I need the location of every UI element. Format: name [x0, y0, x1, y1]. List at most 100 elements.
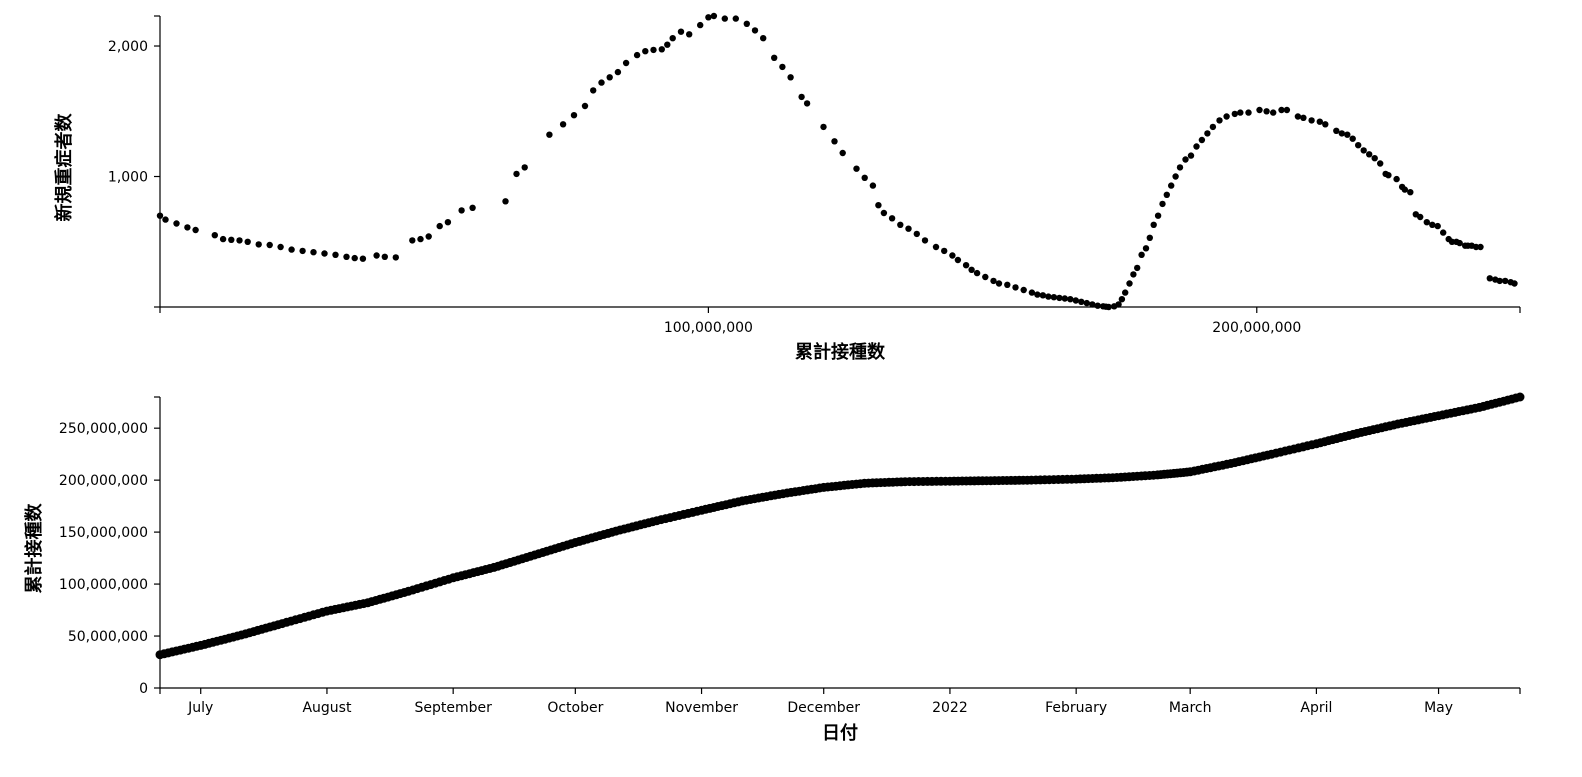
- data-point: [184, 224, 191, 231]
- data-point: [751, 27, 759, 34]
- data-point: [502, 198, 509, 205]
- data-point: [1515, 392, 1525, 402]
- data-point: [888, 215, 896, 222]
- x-tick-label: November: [665, 700, 738, 716]
- y-axis: 1,000 2,000: [108, 15, 161, 308]
- data-point: [771, 54, 778, 61]
- data-point: [469, 204, 476, 211]
- data-point: [1122, 289, 1129, 296]
- data-point: [521, 164, 528, 171]
- x-tick-label: October: [547, 700, 603, 716]
- data-point: [1322, 121, 1329, 128]
- data-point: [1150, 221, 1157, 228]
- data-point: [1294, 113, 1302, 120]
- data-point: [244, 238, 251, 245]
- data-point: [1118, 296, 1126, 303]
- data-point: [1012, 284, 1019, 291]
- data-point: [228, 236, 235, 243]
- y-axis-title: 新規重症者数: [53, 113, 75, 222]
- data-point: [973, 269, 981, 277]
- data-point: [1198, 136, 1206, 144]
- data-point: [1393, 175, 1400, 183]
- data-point: [1355, 142, 1362, 149]
- data-point: [1034, 291, 1041, 298]
- data-point: [559, 121, 567, 128]
- data-point: [869, 182, 877, 189]
- data-point: [697, 21, 704, 29]
- data-point: [880, 209, 888, 217]
- data-point: [1256, 106, 1263, 114]
- data-point: [642, 48, 649, 55]
- data-point: [1056, 294, 1063, 302]
- data-point: [606, 74, 613, 81]
- data-point: [513, 170, 520, 178]
- data-point: [1172, 173, 1179, 180]
- data-point: [1477, 243, 1484, 251]
- data-point: [831, 138, 838, 145]
- y-tick-label: 150,000,000: [59, 525, 148, 541]
- data-point: [710, 12, 718, 20]
- data-point: [590, 87, 597, 94]
- data-point: [1486, 275, 1494, 282]
- x-tick-label: 200,000,000: [1212, 320, 1301, 336]
- data-point: [658, 46, 665, 53]
- data-point: [1472, 243, 1480, 251]
- data-point: [1360, 147, 1367, 154]
- data-point: [650, 46, 657, 54]
- data-point: [1316, 118, 1324, 125]
- data-point: [173, 220, 180, 227]
- y-axis-title: 累計接種数: [23, 503, 45, 594]
- data-point: [897, 221, 904, 228]
- data-point: [949, 252, 956, 259]
- data-point: [1089, 301, 1096, 308]
- data-point: [1377, 160, 1384, 167]
- data-point: [417, 235, 424, 243]
- data-point: [1067, 296, 1074, 303]
- y-tick-label: 2,000: [108, 39, 148, 55]
- data-point: [598, 79, 605, 86]
- data-point: [1448, 238, 1456, 245]
- data-point: [1209, 123, 1217, 131]
- data-point: [1423, 219, 1431, 226]
- data-point: [760, 35, 767, 42]
- data-point: [633, 51, 641, 59]
- data-point: [359, 255, 367, 262]
- data-point: [1338, 130, 1346, 137]
- data-point: [798, 93, 805, 101]
- data-point: [458, 207, 465, 214]
- data-point: [1182, 156, 1189, 163]
- x-tick-label: May: [1424, 700, 1453, 716]
- data-point: [1045, 293, 1052, 300]
- data-point: [162, 216, 169, 223]
- data-point: [1496, 277, 1503, 285]
- data-point: [444, 219, 452, 226]
- data-point: [1072, 297, 1080, 304]
- data-point: [381, 253, 388, 260]
- data-point: [1344, 131, 1351, 138]
- y-axis: 0 50,000,000 100,000,000 150,000,000 200,000…: [59, 396, 161, 697]
- data-point: [622, 59, 630, 67]
- data-point: [1502, 277, 1509, 285]
- data-point: [1176, 164, 1184, 171]
- data-point: [392, 254, 399, 261]
- y-tick-label: 1,000: [108, 170, 148, 186]
- data-point: [1278, 106, 1285, 114]
- data-point: [962, 262, 970, 269]
- x-tick-label: August: [302, 700, 352, 716]
- x-tick-label: February: [1045, 700, 1107, 716]
- data-point: [1300, 114, 1307, 122]
- data-point: [1020, 286, 1027, 294]
- data-point: [968, 266, 975, 273]
- data-point: [1028, 289, 1036, 296]
- data-point: [1401, 186, 1409, 193]
- data-point: [839, 149, 846, 157]
- data-point: [1083, 299, 1091, 307]
- data-point: [1094, 302, 1101, 309]
- data-point: [921, 237, 929, 244]
- data-point: [425, 233, 432, 240]
- data-point: [1168, 182, 1175, 189]
- data-point: [351, 254, 358, 262]
- data-point: [1134, 264, 1141, 272]
- data-point: [1204, 130, 1211, 137]
- data-point: [787, 74, 794, 81]
